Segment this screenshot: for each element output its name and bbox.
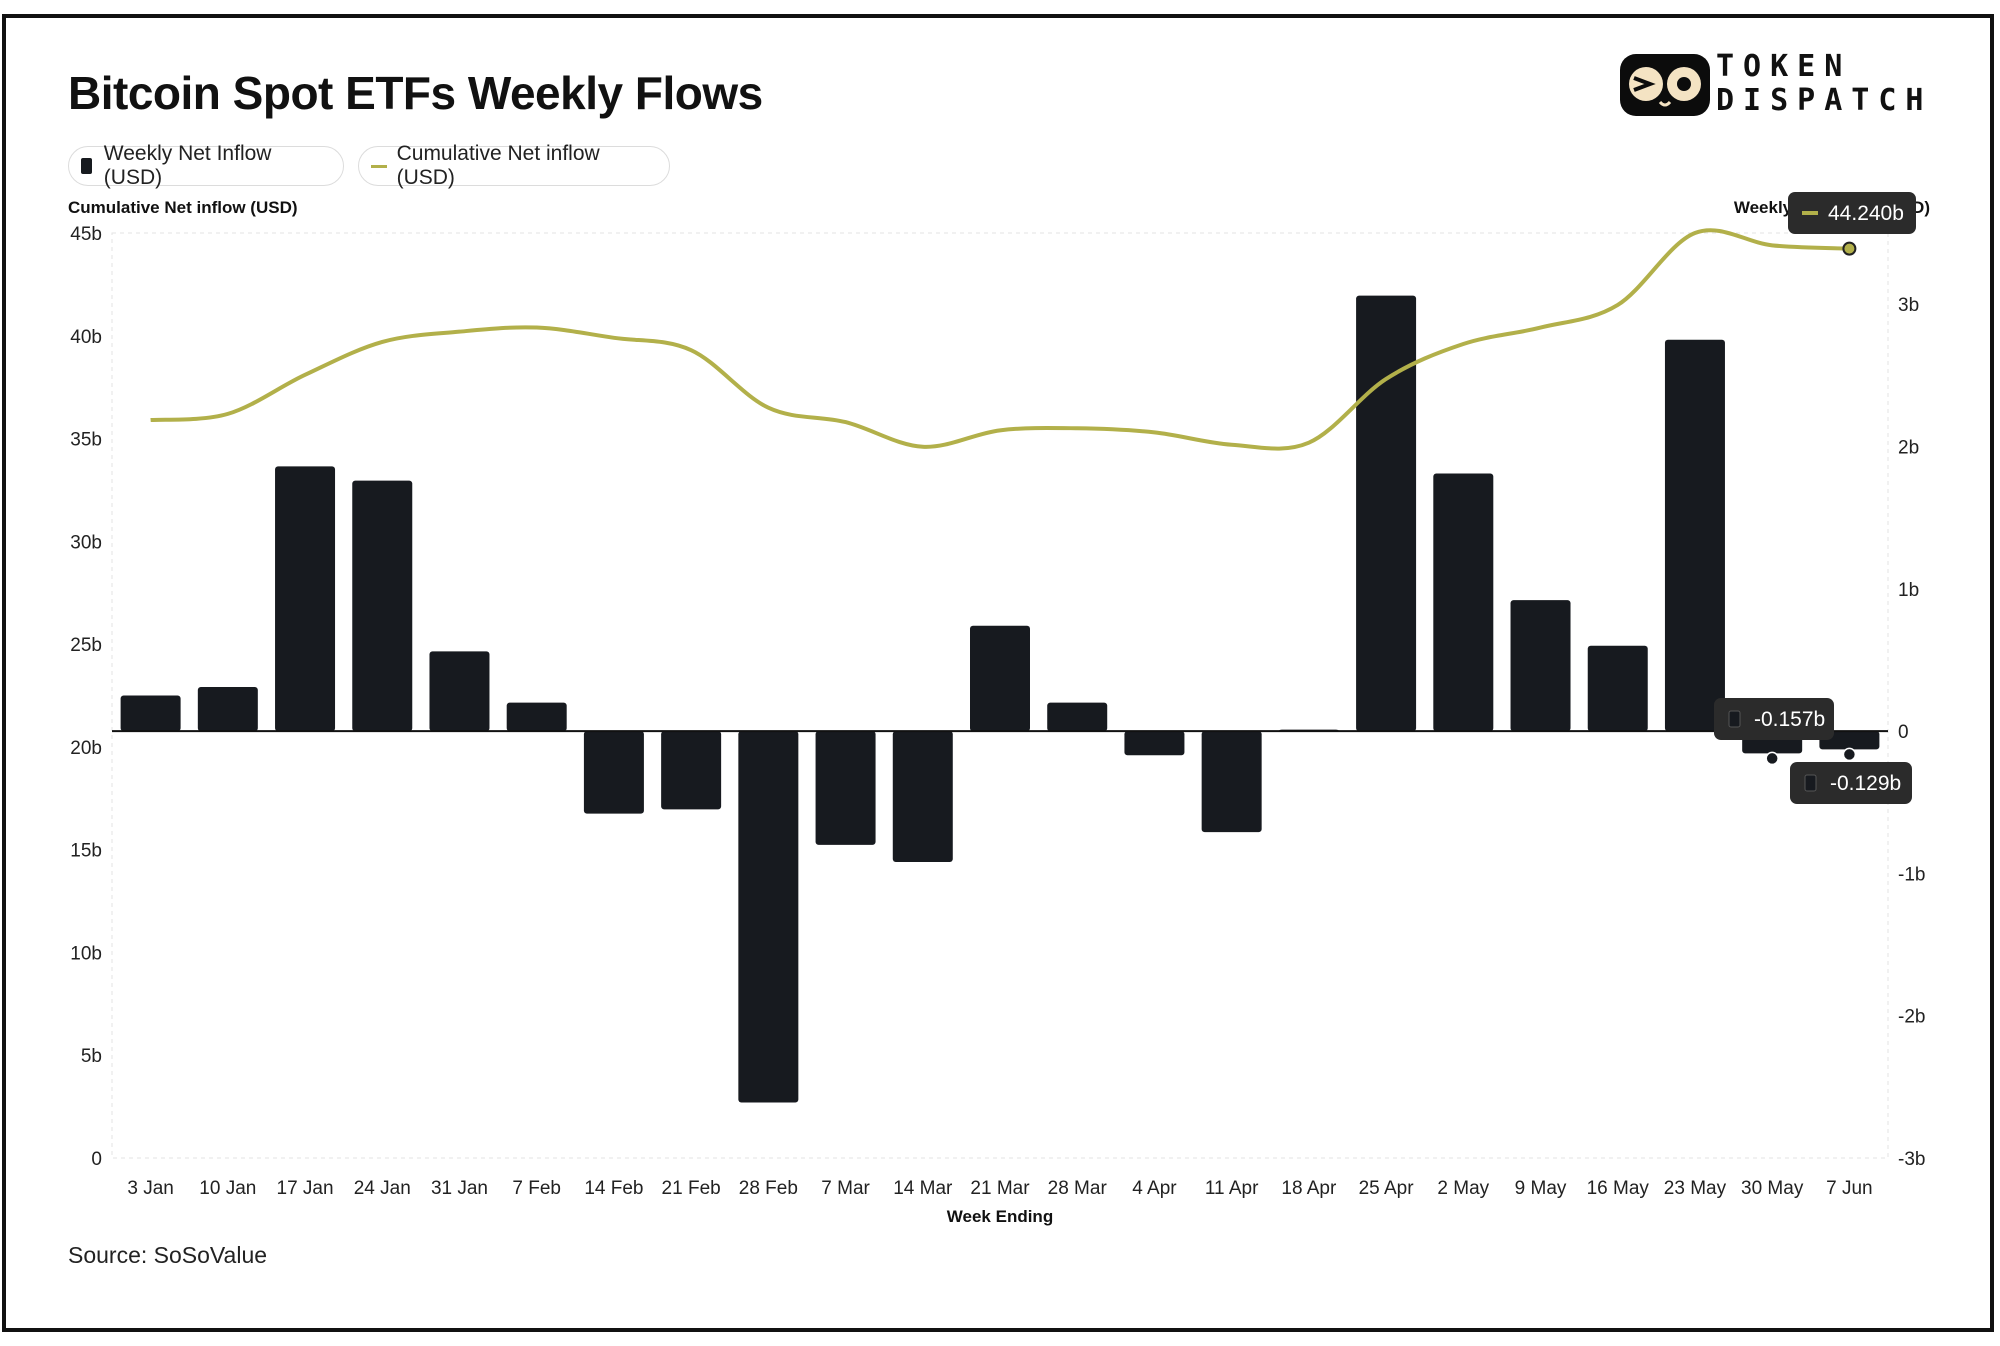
x-tick-label: 28 Feb: [739, 1178, 798, 1199]
bar-weekly-net-inflow[interactable]: [1124, 731, 1185, 756]
x-tick-label: 9 May: [1515, 1178, 1567, 1199]
x-tick-label: 7 Feb: [512, 1178, 561, 1199]
x-tick-label: 21 Mar: [970, 1178, 1030, 1199]
bar-weekly-net-inflow[interactable]: [1819, 731, 1880, 750]
bar-weekly-net-inflow[interactable]: [892, 731, 953, 862]
bar-weekly-net-inflow[interactable]: [275, 466, 336, 732]
bar-weekly-net-inflow[interactable]: [738, 731, 799, 1103]
x-tick-label: 18 Apr: [1281, 1178, 1337, 1199]
legend-cumulative-net-inflow[interactable]: Cumulative Net inflow (USD): [358, 142, 670, 189]
bar-weekly-net-inflow[interactable]: [1587, 645, 1648, 732]
y-left-tick-label: 45b: [70, 224, 102, 245]
bar-weekly-net-inflow[interactable]: [429, 651, 490, 732]
bar-weekly-net-inflow[interactable]: [197, 686, 258, 732]
bar-weekly-net-inflow[interactable]: [970, 625, 1030, 732]
tooltip-7jun-text: -0.129b: [1830, 772, 1901, 795]
bar-weekly-net-inflow[interactable]: [583, 731, 644, 814]
y-left-tick-label: 5b: [81, 1046, 102, 1067]
y-right-tick-label: -1b: [1898, 864, 1925, 885]
x-tick-label: 28 Mar: [1048, 1178, 1108, 1199]
bar-swatch-icon: [81, 158, 92, 174]
bar-point-30may[interactable]: [1765, 751, 1779, 766]
y-right-tick-label: 0: [1898, 722, 1909, 743]
token-dispatch-logo: TOKEN DISPATCH: [1620, 50, 1950, 120]
x-tick-label: 21 Feb: [662, 1178, 721, 1199]
bar-weekly-net-inflow[interactable]: [1664, 339, 1725, 732]
chart-title: Bitcoin Spot ETFs Weekly Flows: [68, 67, 763, 119]
y-right-tick-label: 2b: [1898, 437, 1919, 458]
y-right-tick-label: 1b: [1898, 580, 1919, 601]
tooltip-30may-box: [1714, 698, 1834, 740]
logo-line-2: DISPATCH: [1716, 83, 1933, 118]
y-right-tick-label: -3b: [1898, 1149, 1925, 1170]
bar-weekly-net-inflow[interactable]: [120, 695, 181, 732]
bar-point-7jun[interactable]: [1842, 747, 1857, 762]
tooltip-30may-text: -0.157b: [1754, 708, 1825, 731]
legend-label: Cumulative Net inflow (USD): [396, 142, 600, 189]
y-left-tick-label: 30b: [70, 532, 102, 553]
y-left-tick-label: 40b: [70, 327, 102, 348]
owl-eyes-icon: [1620, 54, 1710, 116]
x-tick-label: 30 May: [1741, 1178, 1804, 1199]
plot-area: [111, 232, 1889, 1159]
x-tick-label: 25 Apr: [1359, 1178, 1415, 1199]
x-tick-label: 10 Jan: [199, 1178, 256, 1199]
y-left-tick-label: 25b: [70, 635, 102, 656]
x-tick-label: 4 Apr: [1132, 1178, 1177, 1199]
x-tick-label: 7 Jun: [1826, 1178, 1872, 1199]
tooltip-cumulative-swatch: [1802, 211, 1818, 215]
tooltip-cumulative-text: 44.240b: [1828, 202, 1904, 225]
bar-weekly-net-inflow[interactable]: [1047, 702, 1108, 732]
x-tick-label: 2 May: [1437, 1178, 1489, 1199]
y-left-tick-label: 15b: [70, 841, 102, 862]
legend-label: Weekly Net Inflow (USD): [103, 142, 272, 189]
cumulative-last-point[interactable]: [1842, 241, 1857, 256]
x-tick-label: 31 Jan: [431, 1178, 488, 1199]
legend-weekly-net-inflow[interactable]: Weekly Net Inflow (USD): [68, 142, 344, 189]
line-swatch-icon: [371, 164, 387, 168]
tooltip-7jun-swatch: [1804, 774, 1817, 792]
x-tick-label: 23 May: [1664, 1178, 1727, 1199]
bar-weekly-net-inflow[interactable]: [506, 702, 567, 732]
bar-weekly-net-inflow[interactable]: [1510, 600, 1571, 732]
y-left-tick-label: 0: [91, 1149, 102, 1170]
logo-wordmark: TOKEN DISPATCH: [1716, 50, 1933, 118]
bar-weekly-net-inflow[interactable]: [815, 731, 876, 845]
tooltip-cumulative-box: [1788, 192, 1916, 234]
tooltip-7jun-box: [1790, 762, 1912, 804]
x-tick-label: 17 Jan: [277, 1178, 334, 1199]
bar-weekly-net-inflow[interactable]: [661, 731, 722, 810]
x-tick-label: 24 Jan: [354, 1178, 411, 1199]
bar-weekly-net-inflow[interactable]: [1201, 731, 1262, 833]
y-axis-left-title: Cumulative Net inflow (USD): [68, 198, 298, 217]
x-tick-label: 7 Mar: [821, 1178, 870, 1199]
source-note: Source: SoSoValue: [68, 1242, 268, 1268]
x-tick-label: 11 Apr: [1205, 1178, 1259, 1199]
y-right-tick-label: 3b: [1898, 295, 1919, 316]
bar-weekly-net-inflow[interactable]: [1356, 295, 1417, 732]
line-cumulative-net-inflow[interactable]: [150, 228, 1850, 451]
bar-weekly-net-inflow[interactable]: [352, 480, 413, 732]
x-axis-title: Week Ending: [947, 1207, 1053, 1226]
y-right-tick-label: -2b: [1898, 1007, 1925, 1028]
x-tick-label: 14 Mar: [893, 1178, 953, 1199]
x-tick-label: 14 Feb: [584, 1178, 643, 1199]
x-tick-label: 3 Jan: [127, 1178, 173, 1199]
tooltip-30may-swatch: [1728, 710, 1741, 728]
y-left-tick-label: 10b: [70, 943, 102, 964]
x-tick-label: 16 May: [1587, 1178, 1650, 1199]
bar-weekly-net-inflow[interactable]: [1433, 473, 1494, 732]
y-left-tick-label: 20b: [70, 738, 102, 759]
y-left-tick-label: 35b: [70, 430, 102, 451]
logo-line-1: TOKEN: [1716, 49, 1852, 84]
